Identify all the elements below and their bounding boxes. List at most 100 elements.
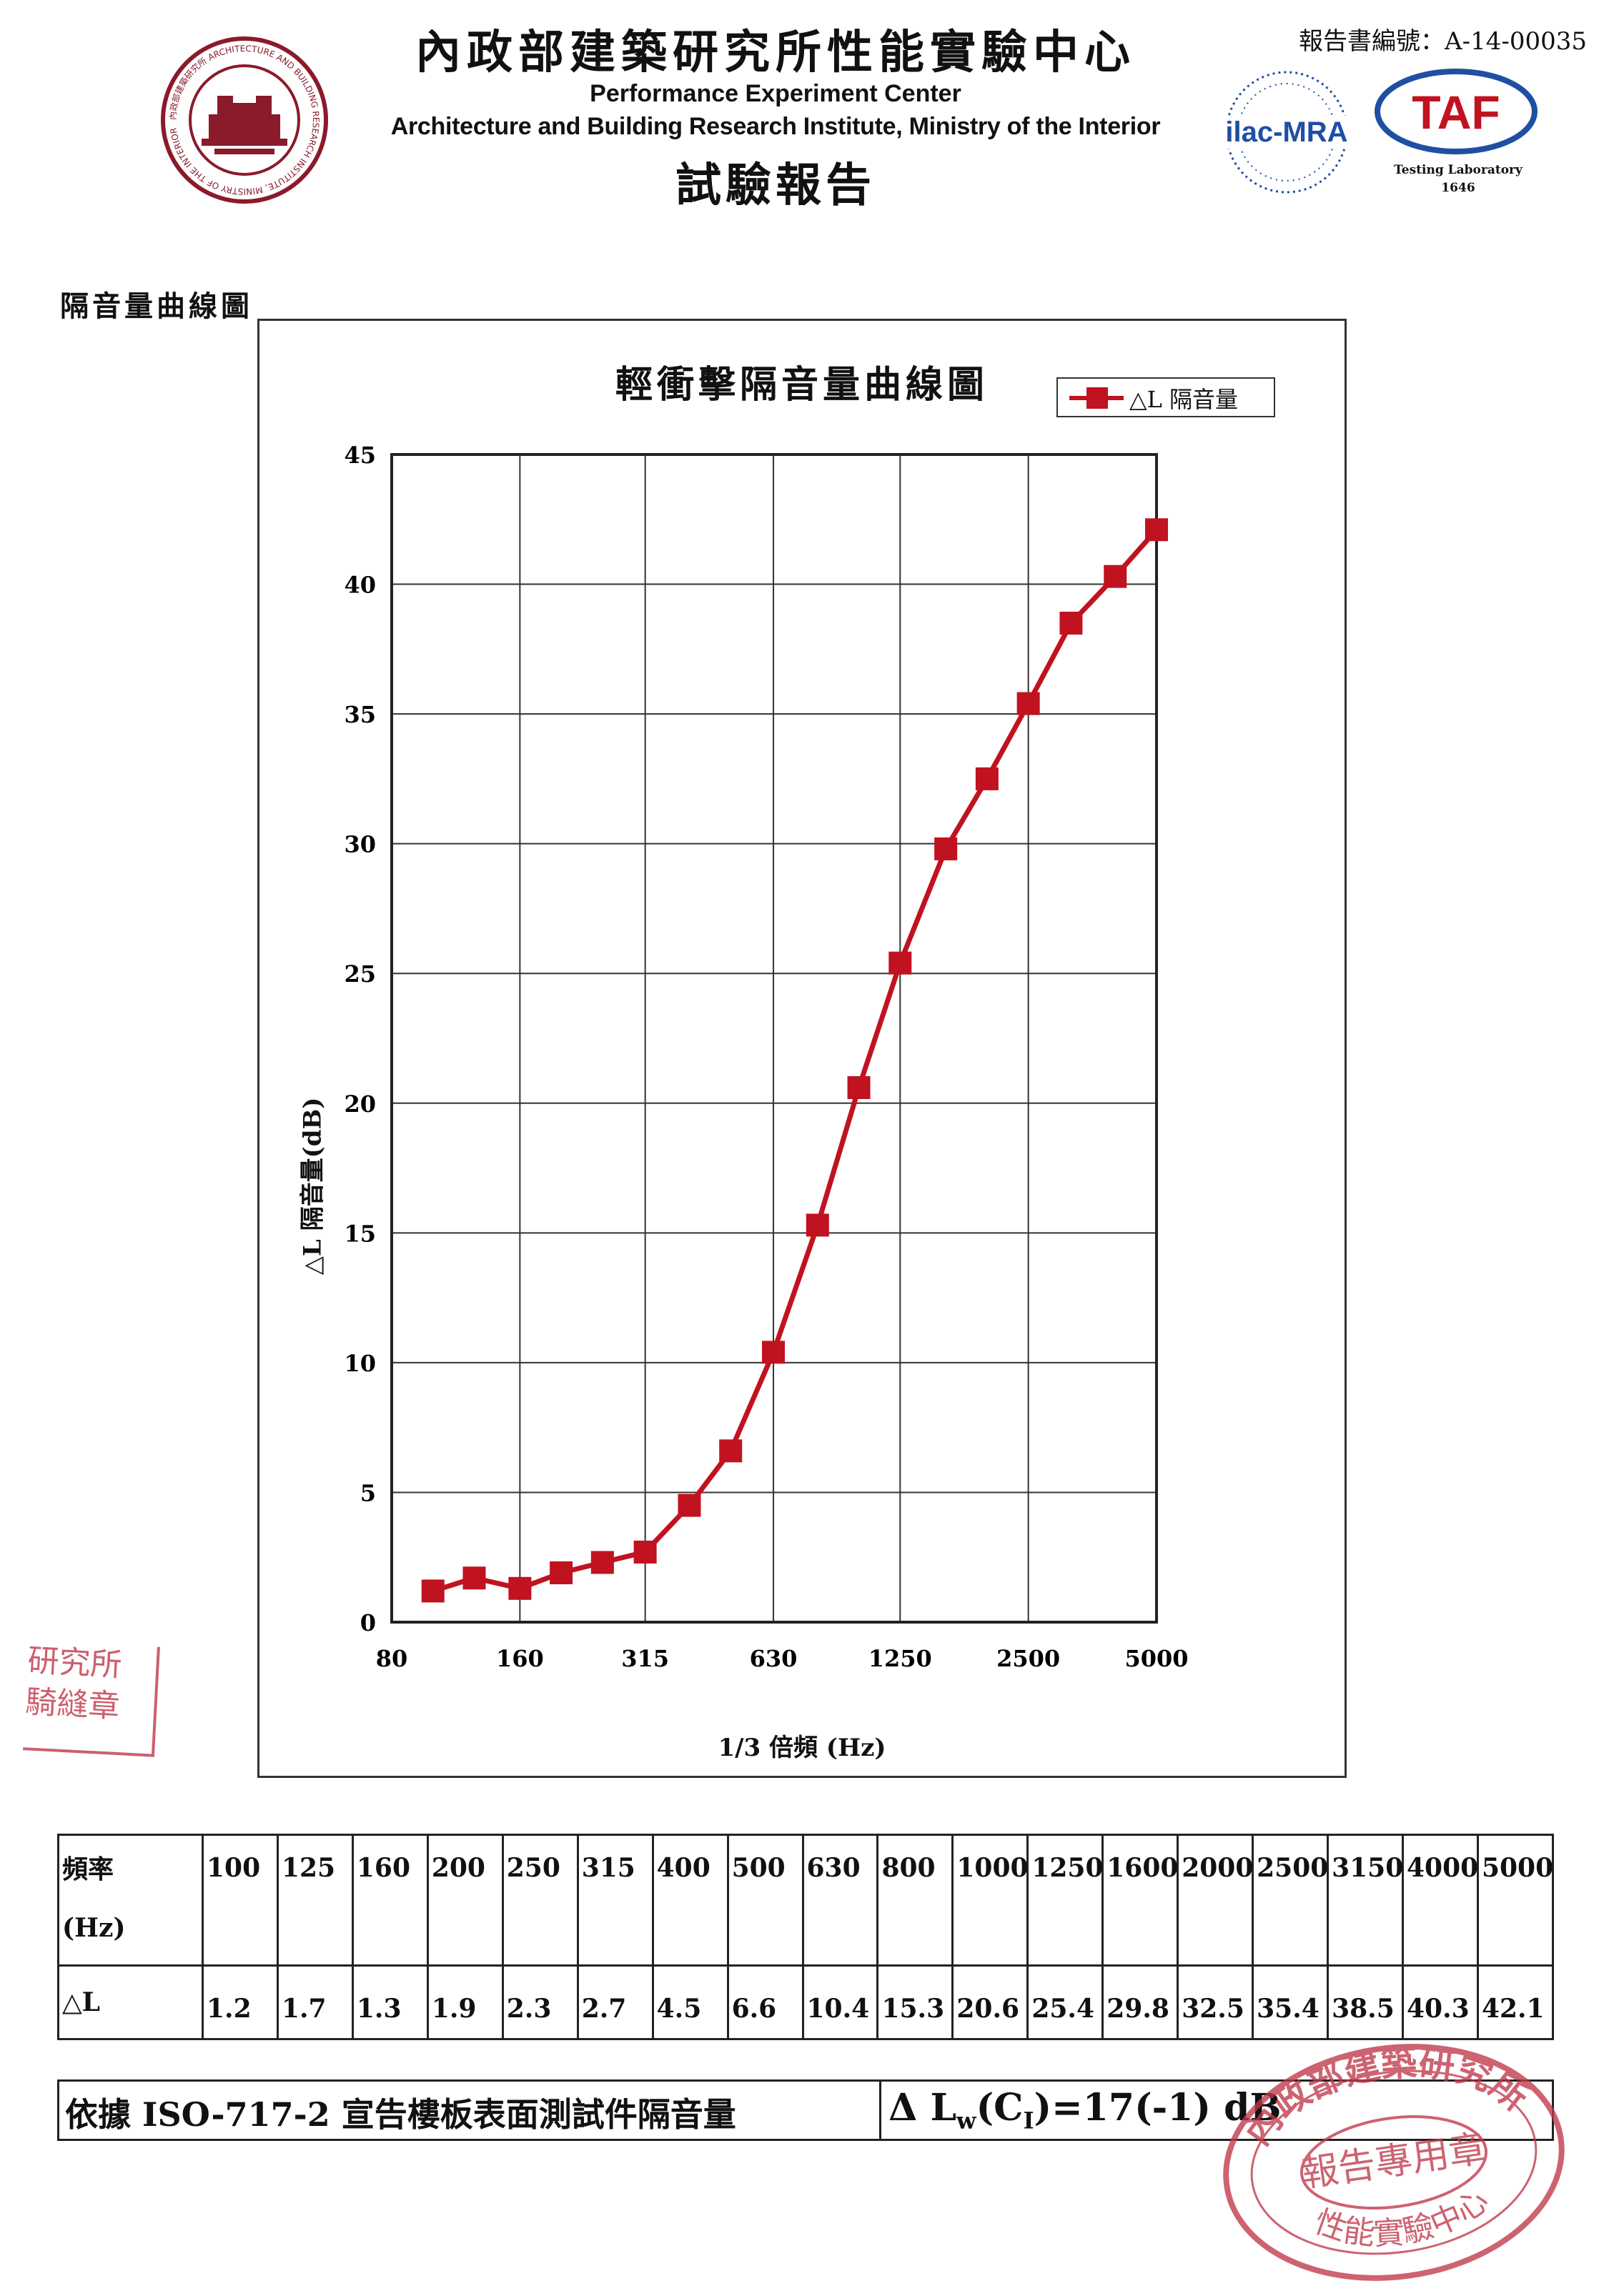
- delta-l-cell: 15.3: [876, 1964, 954, 2040]
- result-prefix: Δ L: [888, 2086, 957, 2129]
- y-tick-label: 20: [344, 1090, 376, 1118]
- delta-l-header: △L: [57, 1964, 204, 2040]
- data-point-marker: [678, 1494, 701, 1517]
- y-tick-label: 30: [344, 831, 376, 858]
- frequency-header-unit: (Hz): [62, 1913, 126, 1943]
- data-point-marker: [975, 767, 999, 790]
- data-point-marker: [1016, 692, 1040, 715]
- header-title-cn: 內政部建築研究所性能實驗中心: [415, 26, 1136, 79]
- series-line: [432, 527, 1159, 1594]
- y-tick-label: 40: [344, 572, 376, 599]
- data-point-marker: [888, 951, 912, 975]
- frequency-cell: 125: [276, 1834, 354, 1967]
- delta-l-cell: 2.7: [576, 1964, 654, 2040]
- frequency-cell: 1600: [1101, 1834, 1179, 1967]
- frequency-cell: 2000: [1177, 1834, 1254, 1967]
- header-subtitle: 試驗報告: [675, 159, 876, 212]
- frequency-cell: 400: [651, 1834, 729, 1967]
- frequency-cell: 250: [501, 1834, 579, 1967]
- frequency-cell: 315: [576, 1834, 654, 1967]
- plot-border: [390, 453, 1158, 1624]
- perforation-stamp-line-2: 騎縫章: [24, 1684, 121, 1726]
- x-tick-label: 315: [621, 1645, 669, 1672]
- perforation-stamp: 研究所 騎縫章: [23, 1640, 160, 1757]
- taf-caption-line-1: Testing Laboratory: [1394, 163, 1522, 177]
- delta-l-cell: 32.5: [1177, 1964, 1254, 2040]
- chart-legend: △L 隔音量: [1056, 377, 1275, 417]
- results-table: 頻率 (Hz) 100 125 160 200 250 315 400 500 630 800 10…: [57, 1834, 1555, 2040]
- delta-l-cell: 1.3: [351, 1964, 429, 2040]
- delta-l-cell: 1.2: [202, 1964, 279, 2040]
- stamp-top-text: 內政部建築研究所: [1227, 2027, 1540, 2157]
- header-title-en-1: Performance Experiment Center: [590, 80, 961, 107]
- frequency-cell: 2500: [1252, 1834, 1330, 1967]
- x-tick-label: 5000: [1124, 1645, 1188, 1672]
- result-sub-w: w: [956, 2107, 976, 2135]
- data-point-marker: [761, 1341, 785, 1364]
- delta-l-cell: 35.4: [1252, 1964, 1330, 2040]
- delta-l-cell: 6.6: [726, 1964, 804, 2040]
- declaration-text: 依據 ISO-717-2 宣告樓板表面測試件隔音量: [65, 2095, 736, 2134]
- delta-l-row: △L 1.2 1.7 1.3 1.9 2.3 2.7 4.5 6.6 10.4 15.3 20.6 2…: [57, 1964, 1555, 2040]
- delta-l-cell: 40.3: [1402, 1964, 1479, 2040]
- frequency-cell: 5000: [1476, 1834, 1555, 1967]
- data-point-marker: [719, 1439, 743, 1463]
- frequency-cell: 800: [876, 1834, 954, 1967]
- result-sub-i: I: [1023, 2107, 1034, 2135]
- frequency-cell: 1000: [951, 1834, 1029, 1967]
- legend-marker: [1086, 387, 1108, 409]
- institute-seal-logo: 內政部建築研究所 ARCHITECTURE AND BUILDING RESEA…: [161, 36, 328, 204]
- data-point-marker: [508, 1576, 532, 1600]
- delta-l-cell: 38.5: [1327, 1964, 1404, 2040]
- frequency-header: 頻率 (Hz): [57, 1834, 204, 1967]
- delta-l-cell: 42.1: [1476, 1964, 1555, 2040]
- y-tick-label: 15: [344, 1220, 376, 1247]
- frequency-cell: 100: [202, 1834, 279, 1967]
- frequency-cell: 160: [351, 1834, 429, 1967]
- declaration-result: Δ Lw(CI)=17(-1) dB: [888, 2086, 1281, 2134]
- data-point-marker: [550, 1561, 573, 1585]
- delta-l-cell: 10.4: [801, 1964, 879, 2040]
- frequency-cell: 630: [801, 1834, 879, 1967]
- data-point-marker: [1104, 565, 1127, 588]
- declaration-divider: [879, 2082, 881, 2139]
- result-suffix: )=17(-1) dB: [1034, 2086, 1282, 2129]
- ilac-text: ilac-MRA: [1225, 116, 1347, 148]
- frequency-header-label: 頻率: [62, 1854, 114, 1884]
- delta-l-cell: 1.7: [276, 1964, 354, 2040]
- taf-logo: TAF: [1375, 69, 1538, 154]
- delta-l-cell: 20.6: [951, 1964, 1029, 2040]
- data-point-marker: [633, 1540, 657, 1564]
- chart-frame: [257, 319, 1347, 1778]
- frequency-cell: 500: [726, 1834, 804, 1967]
- data-point-marker: [1059, 612, 1083, 635]
- x-tick-label: 160: [496, 1645, 544, 1672]
- delta-l-cell: 4.5: [651, 1964, 729, 2040]
- svg-text:內政部建築研究所: 內政部建築研究所: [1227, 2027, 1540, 2157]
- frequency-cell: 1250: [1026, 1834, 1104, 1967]
- chart-title: 輕衝擊隔音量曲線圖: [615, 363, 989, 407]
- report-number: 報告書編號：A-14-00035: [1299, 27, 1587, 56]
- y-tick-label: 5: [360, 1479, 376, 1506]
- data-point-marker: [847, 1075, 871, 1099]
- taf-caption: Testing Laboratory 1646: [1358, 161, 1558, 197]
- y-tick-label: 10: [344, 1350, 376, 1377]
- delta-l-cell: 29.8: [1101, 1964, 1179, 2040]
- x-tick-label: 80: [376, 1645, 408, 1672]
- delta-l-cell: 1.9: [426, 1964, 504, 2040]
- data-point-marker: [1145, 518, 1168, 542]
- data-point-marker: [590, 1551, 614, 1574]
- result-mid: (C: [976, 2086, 1024, 2129]
- perforation-stamp-line-1: 研究所: [26, 1642, 123, 1684]
- y-tick-label: 45: [344, 442, 376, 469]
- taf-text: TAF: [1412, 86, 1500, 139]
- x-axis-label: 1/3 倍頻 (Hz): [718, 1734, 886, 1762]
- taf-caption-line-2: 1646: [1441, 181, 1475, 195]
- x-tick-label: 2500: [996, 1645, 1060, 1672]
- frequency-cell: 200: [426, 1834, 504, 1967]
- y-tick-label: 25: [344, 960, 376, 988]
- header-title-en-2: Architecture and Building Research Insti…: [390, 113, 1161, 140]
- section-title: 隔音量曲線圖: [60, 289, 253, 323]
- frequency-row: 頻率 (Hz) 100 125 160 200 250 315 400 500 630 800 10…: [57, 1834, 1555, 1967]
